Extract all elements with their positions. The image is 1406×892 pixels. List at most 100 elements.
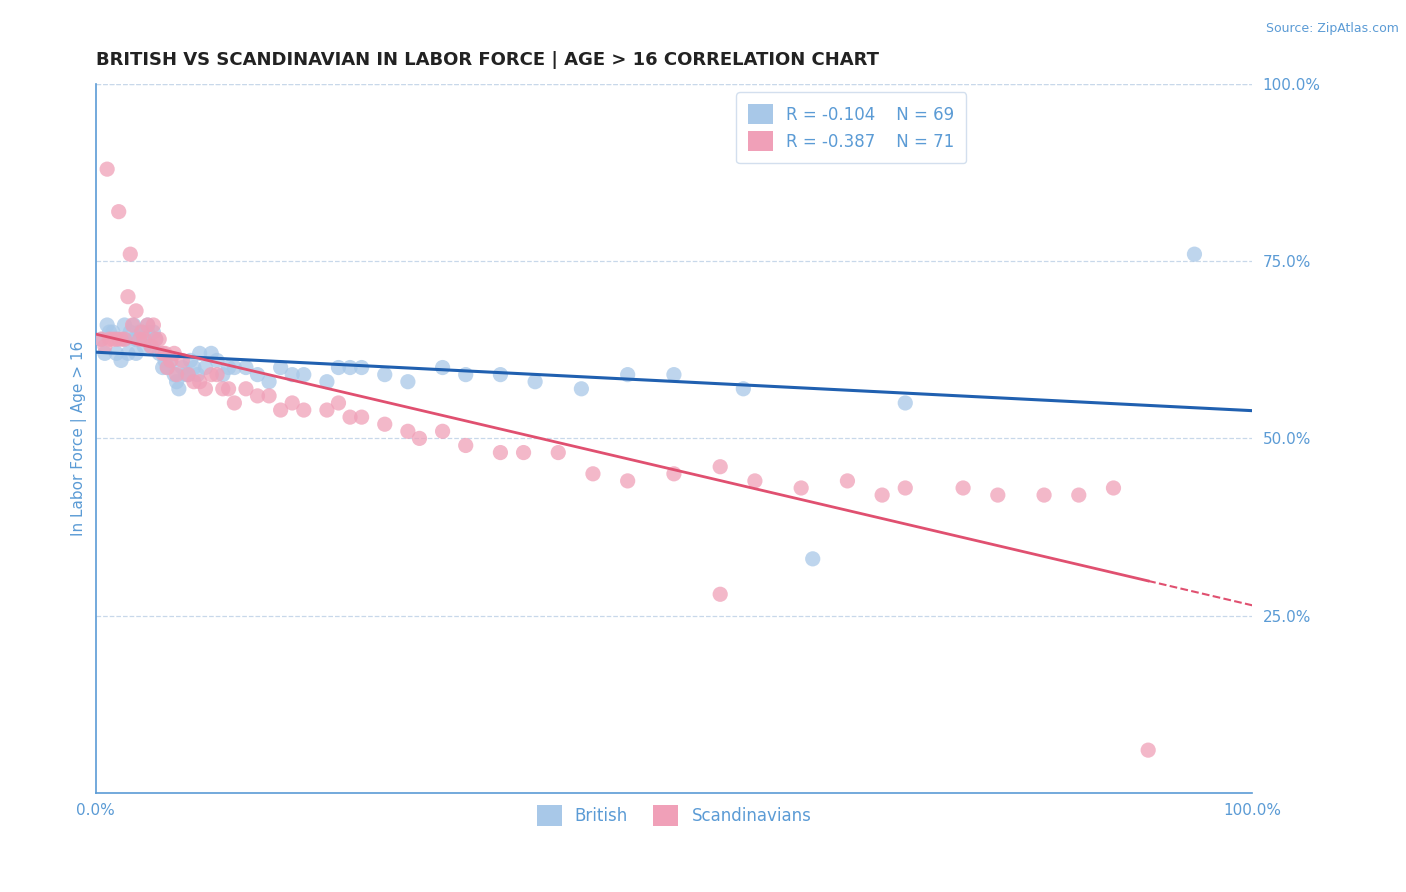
Point — [744, 474, 766, 488]
Legend: British, Scandinavians: British, Scandinavians — [529, 797, 820, 834]
Point — [179, 353, 201, 368]
Point — [94, 339, 117, 353]
Point — [128, 332, 150, 346]
Point — [131, 325, 153, 339]
Point — [177, 368, 200, 382]
Y-axis label: In Labor Force | Age > 16: In Labor Force | Age > 16 — [72, 341, 87, 536]
Point — [547, 445, 569, 459]
Point — [183, 360, 205, 375]
Point — [142, 318, 165, 332]
Point — [339, 410, 361, 425]
Point — [148, 332, 170, 346]
Point — [292, 403, 315, 417]
Point — [98, 332, 121, 346]
Point — [489, 445, 512, 459]
Point — [159, 353, 181, 368]
Point — [582, 467, 605, 481]
Point — [163, 368, 186, 382]
Point — [790, 481, 813, 495]
Point — [166, 368, 188, 382]
Point — [292, 368, 315, 382]
Point — [1102, 481, 1125, 495]
Point — [96, 162, 118, 177]
Point — [148, 346, 170, 360]
Point — [281, 368, 304, 382]
Point — [662, 467, 685, 481]
Point — [662, 368, 685, 382]
Point — [131, 332, 153, 346]
Point — [432, 425, 454, 439]
Point — [90, 332, 112, 346]
Point — [153, 346, 176, 360]
Point — [159, 353, 181, 368]
Point — [125, 332, 148, 346]
Point — [174, 368, 197, 382]
Point — [837, 474, 859, 488]
Point — [117, 346, 139, 360]
Point — [122, 318, 145, 332]
Point — [131, 325, 153, 339]
Point — [1137, 743, 1160, 757]
Point — [709, 459, 731, 474]
Point — [374, 417, 396, 432]
Text: Source: ZipAtlas.com: Source: ZipAtlas.com — [1265, 22, 1399, 36]
Point — [350, 410, 373, 425]
Point — [616, 474, 638, 488]
Point — [101, 325, 124, 339]
Point — [110, 353, 132, 368]
Point — [512, 445, 534, 459]
Point — [121, 318, 143, 332]
Point — [90, 332, 112, 346]
Point — [188, 346, 211, 360]
Point — [136, 318, 159, 332]
Point — [894, 481, 917, 495]
Point — [374, 368, 396, 382]
Point — [328, 396, 350, 410]
Point — [339, 360, 361, 375]
Point — [205, 368, 228, 382]
Point — [270, 360, 292, 375]
Point — [145, 332, 167, 346]
Point — [328, 360, 350, 375]
Point — [172, 353, 194, 368]
Point — [125, 303, 148, 318]
Point — [257, 389, 280, 403]
Point — [281, 396, 304, 410]
Point — [110, 332, 132, 346]
Point — [139, 339, 162, 353]
Point — [107, 332, 129, 346]
Point — [96, 318, 118, 332]
Point — [489, 368, 512, 382]
Point — [194, 382, 217, 396]
Point — [894, 396, 917, 410]
Point — [156, 360, 179, 375]
Point — [177, 368, 200, 382]
Point — [188, 375, 211, 389]
Point — [211, 382, 233, 396]
Point — [105, 332, 128, 346]
Point — [152, 360, 174, 375]
Point — [733, 382, 755, 396]
Point — [125, 346, 148, 360]
Point — [114, 332, 136, 346]
Point — [396, 375, 419, 389]
Point — [128, 325, 150, 339]
Point — [432, 360, 454, 375]
Point — [167, 382, 190, 396]
Point — [408, 431, 430, 445]
Point — [257, 375, 280, 389]
Point — [183, 375, 205, 389]
Point — [153, 353, 176, 368]
Point — [987, 488, 1010, 502]
Point — [120, 247, 142, 261]
Point — [396, 425, 419, 439]
Point — [350, 360, 373, 375]
Point — [224, 360, 246, 375]
Point — [166, 375, 188, 389]
Point — [114, 332, 136, 346]
Text: BRITISH VS SCANDINAVIAN IN LABOR FORCE | AGE > 16 CORRELATION CHART: BRITISH VS SCANDINAVIAN IN LABOR FORCE |… — [96, 51, 879, 69]
Point — [107, 204, 129, 219]
Point — [1033, 488, 1056, 502]
Point — [120, 325, 142, 339]
Point — [571, 382, 593, 396]
